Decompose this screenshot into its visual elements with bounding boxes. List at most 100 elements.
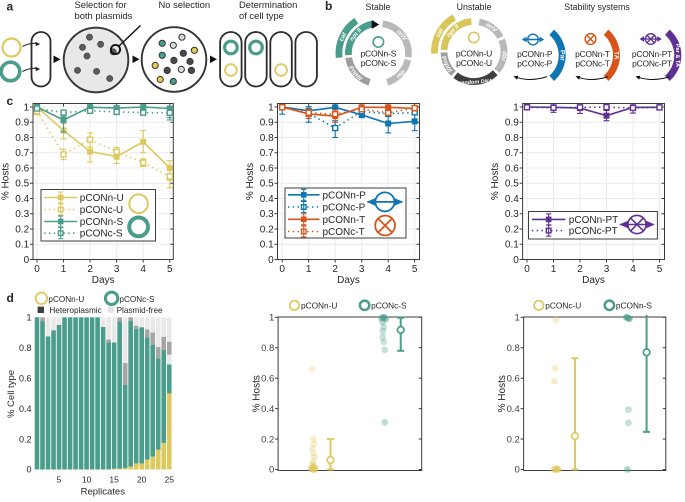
svg-text:0: 0	[34, 264, 40, 275]
svg-text:Replicates: Replicates	[81, 487, 126, 498]
svg-text:Selection for: Selection for	[75, 0, 127, 10]
svg-text:0.2: 0.2	[507, 434, 520, 445]
svg-text:pCONn-S: pCONn-S	[80, 217, 124, 228]
svg-text:pCONn-PT: pCONn-PT	[632, 49, 672, 59]
svg-text:0: 0	[269, 465, 274, 476]
svg-text:pCONn-PT: pCONn-PT	[569, 215, 618, 226]
svg-text:0: 0	[268, 255, 274, 266]
svg-text:0.5: 0.5	[260, 179, 274, 190]
svg-text:0.6: 0.6	[15, 163, 29, 174]
svg-text:pCONc-PT: pCONc-PT	[632, 59, 672, 69]
svg-text:0.4: 0.4	[260, 194, 274, 205]
svg-text:pCONn-U: pCONn-U	[301, 301, 337, 311]
svg-text:pCONc-P: pCONc-P	[323, 203, 366, 214]
svg-text:pCONc-PT: pCONc-PT	[569, 226, 618, 237]
svg-text:10: 10	[82, 475, 92, 485]
svg-text:0: 0	[513, 255, 519, 266]
svg-text:0.2: 0.2	[260, 224, 274, 235]
svg-text:Stability systems: Stability systems	[564, 2, 630, 12]
svg-text:0.2: 0.2	[15, 224, 29, 235]
svg-text:No selection: No selection	[159, 0, 211, 10]
svg-text:0.8: 0.8	[19, 343, 32, 353]
svg-text:Par & TA: Par & TA	[674, 44, 680, 67]
svg-text:Determination: Determination	[239, 0, 297, 10]
svg-text:of cell type: of cell type	[239, 10, 284, 21]
svg-text:0.7: 0.7	[260, 148, 274, 159]
svg-text:0.1: 0.1	[505, 240, 519, 251]
svg-text:0: 0	[524, 264, 530, 275]
svg-text:0.9: 0.9	[260, 118, 274, 129]
svg-text:0.3: 0.3	[505, 209, 519, 220]
svg-text:pCONc-S: pCONc-S	[371, 301, 407, 311]
svg-text:pCONc-S: pCONc-S	[80, 229, 123, 240]
svg-text:pCONc-S: pCONc-S	[119, 295, 155, 304]
svg-text:pCONn-P: pCONn-P	[323, 190, 367, 201]
svg-text:1: 1	[551, 264, 557, 275]
svg-text:3: 3	[114, 264, 120, 275]
svg-text:0.6: 0.6	[505, 163, 519, 174]
svg-text:0.5: 0.5	[15, 179, 29, 190]
svg-text:pCONn-S: pCONn-S	[360, 49, 396, 59]
svg-text:cat: cat	[435, 27, 446, 39]
svg-text:pCONc-P: pCONc-P	[517, 59, 552, 69]
svg-text:4: 4	[630, 264, 636, 275]
svg-text:0: 0	[279, 264, 285, 275]
svg-text:0.1: 0.1	[15, 240, 29, 251]
svg-text:0.8: 0.8	[505, 133, 519, 144]
svg-text:Unstable: Unstable	[457, 2, 492, 12]
svg-text:0.4: 0.4	[261, 404, 274, 415]
svg-text:0: 0	[26, 465, 31, 475]
svg-text:% Cell type: % Cell type	[6, 370, 17, 418]
svg-text:2: 2	[332, 264, 338, 275]
svg-text:Plasmid-free: Plasmid-free	[117, 306, 163, 315]
svg-text:Days: Days	[337, 275, 360, 286]
svg-text:rep: rep	[500, 51, 508, 62]
svg-text:0.8: 0.8	[15, 133, 29, 144]
svg-text:both plasmids: both plasmids	[75, 10, 133, 21]
svg-text:% Hosts: % Hosts	[490, 163, 501, 200]
svg-text:4: 4	[385, 264, 391, 275]
svg-text:Days: Days	[582, 275, 605, 286]
svg-text:0.7: 0.7	[15, 148, 29, 159]
svg-text:pCONc-T: pCONc-T	[575, 59, 609, 69]
svg-text:rep: rep	[395, 68, 407, 80]
svg-text:cat: cat	[338, 31, 349, 43]
svg-text:3: 3	[604, 264, 610, 275]
svg-text:0: 0	[515, 465, 520, 476]
svg-text:20: 20	[137, 475, 147, 485]
svg-text:5: 5	[167, 264, 173, 275]
svg-text:5: 5	[412, 264, 418, 275]
svg-text:0.6: 0.6	[260, 163, 274, 174]
svg-text:pCONn-T: pCONn-T	[575, 49, 610, 59]
svg-text:0.8: 0.8	[261, 343, 274, 354]
svg-text:0.9: 0.9	[15, 118, 29, 129]
svg-text:5: 5	[657, 264, 663, 275]
svg-text:1: 1	[269, 313, 274, 324]
svg-text:0.6: 0.6	[507, 373, 520, 384]
svg-text:0.7: 0.7	[505, 148, 519, 159]
svg-text:0.3: 0.3	[15, 209, 29, 220]
svg-text:0.4: 0.4	[505, 194, 519, 205]
svg-text:0.1: 0.1	[260, 240, 274, 251]
svg-text:TA: TA	[613, 51, 620, 60]
svg-text:pCONc-S: pCONc-S	[361, 58, 397, 68]
svg-text:Par: Par	[558, 50, 565, 61]
svg-text:0.6: 0.6	[261, 373, 274, 384]
svg-text:3: 3	[359, 264, 365, 275]
svg-text:1: 1	[515, 313, 520, 324]
svg-text:1: 1	[24, 102, 30, 113]
svg-text:random DNA: random DNA	[459, 79, 492, 87]
svg-text:0.5: 0.5	[505, 179, 519, 190]
svg-text:pCONc-U: pCONc-U	[80, 205, 123, 216]
svg-text:0.8: 0.8	[260, 133, 274, 144]
svg-text:Days: Days	[92, 275, 115, 286]
svg-text:pCONn-U: pCONn-U	[80, 193, 124, 204]
svg-text:0.6: 0.6	[19, 373, 32, 383]
svg-text:4: 4	[140, 264, 146, 275]
svg-text:pCONn-U: pCONn-U	[48, 295, 84, 304]
svg-text:pCONn-U: pCONn-U	[456, 49, 492, 59]
svg-text:0.2: 0.2	[19, 434, 32, 444]
svg-text:pCONn-T: pCONn-T	[323, 215, 366, 226]
svg-text:Heteroplasmic: Heteroplasmic	[49, 306, 101, 315]
svg-text:0.8: 0.8	[507, 343, 520, 354]
